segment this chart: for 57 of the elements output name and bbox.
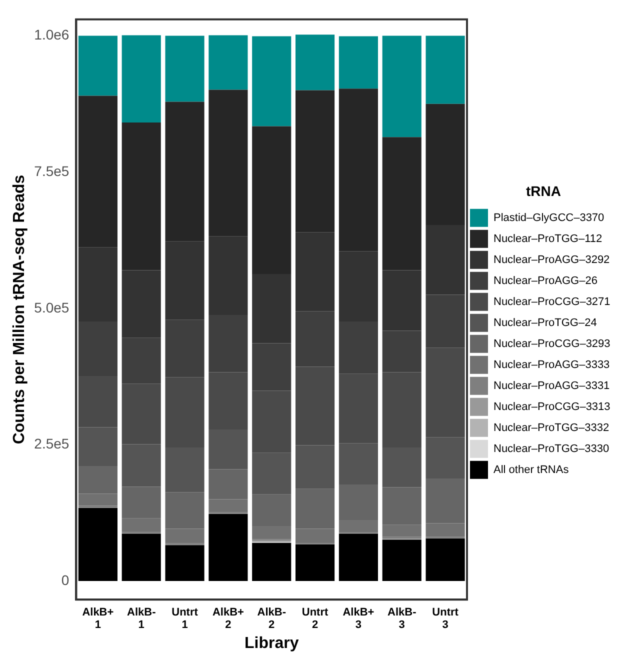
legend-label: Nuclear–ProAGG–3333 <box>494 358 610 371</box>
bar <box>426 104 465 225</box>
bar <box>382 36 422 138</box>
y-tick-label: 0 <box>61 572 70 588</box>
y-tick-label: 2.5e5 <box>34 436 70 452</box>
legend-label: Nuclear–ProCGG–3293 <box>494 338 610 350</box>
bar <box>122 122 161 270</box>
y-axis-title: Counts per Million tRNA-seq Reads <box>11 174 28 444</box>
bar <box>208 35 248 90</box>
legend-label: Nuclear–ProCGG–3313 <box>494 400 610 413</box>
bar <box>78 508 118 582</box>
bar <box>252 36 292 126</box>
legend-label: Nuclear–ProTGG–3330 <box>494 442 610 455</box>
bar <box>338 534 378 582</box>
bar <box>165 102 204 242</box>
bar <box>382 540 422 582</box>
bar <box>165 36 204 102</box>
legend-label: Nuclear–ProAGG–26 <box>494 274 598 287</box>
legend-label: Nuclear–ProTGG–112 <box>494 232 602 245</box>
bar <box>338 36 378 89</box>
x-tick-label: Untrt 1 <box>172 606 198 631</box>
x-axis-title: Library <box>244 634 299 652</box>
legend-label: Nuclear–ProTGG–24 <box>494 316 597 329</box>
y-tick-label: 7.5e5 <box>34 162 70 179</box>
legend-label: Nuclear–ProAGG–3331 <box>494 380 610 392</box>
y-tick-label: 5.0e5 <box>34 299 70 316</box>
bar <box>78 96 118 248</box>
bar <box>338 88 378 252</box>
x-tick-label: Untrt 2 <box>302 606 328 631</box>
legend-label: Plastid–GlyGCC–3370 <box>494 212 604 224</box>
bar <box>382 137 422 270</box>
legend-title: tRNA <box>526 182 561 199</box>
x-tick-label: AlkB+ 2 <box>212 606 244 631</box>
bar <box>78 36 118 96</box>
x-tick-label: Untrt 3 <box>432 606 459 631</box>
bar <box>208 90 248 236</box>
legend-label: Nuclear–ProTGG–3332 <box>494 422 610 434</box>
bar <box>165 545 204 582</box>
legend-label: Nuclear–ProCGG–3271 <box>494 296 610 308</box>
bar <box>295 90 335 232</box>
bar <box>426 36 465 104</box>
x-tick-label: AlkB+ 1 <box>82 606 114 631</box>
x-tick-label: AlkB- 3 <box>388 606 417 631</box>
legend-label: All other tRNAs <box>494 464 570 476</box>
x-tick-label: AlkB- 1 <box>126 606 156 631</box>
x-tick-label: AlkB- 2 <box>257 606 286 631</box>
bar <box>208 514 248 582</box>
bar <box>426 538 465 582</box>
y-tick-label: 1.0e6 <box>34 26 70 43</box>
bar <box>295 34 335 90</box>
bar <box>122 534 161 582</box>
bar <box>295 544 335 582</box>
bar <box>252 126 292 274</box>
bar <box>252 542 292 582</box>
x-tick-label: AlkB+ 3 <box>342 606 374 631</box>
legend-label: Nuclear–ProAGG–3292 <box>494 254 610 266</box>
bar <box>122 35 161 122</box>
